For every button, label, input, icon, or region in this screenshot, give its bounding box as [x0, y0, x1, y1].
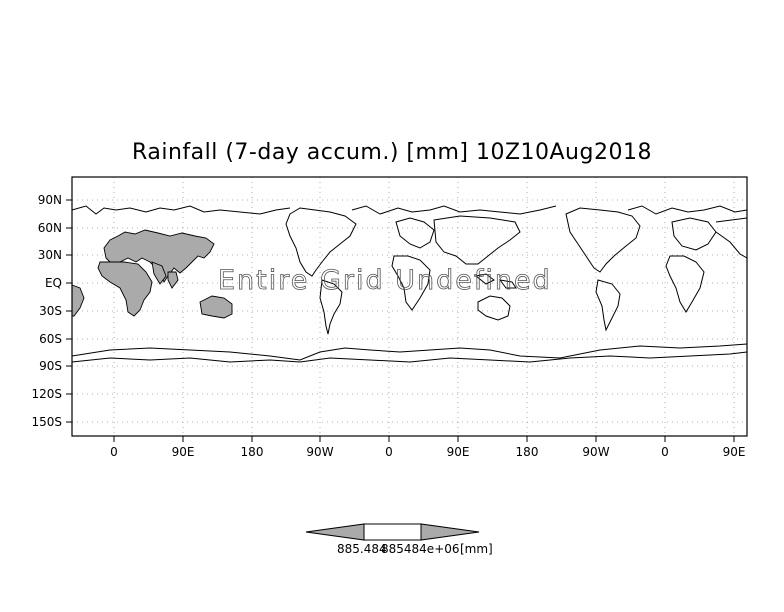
y-tick-label: 120S [31, 387, 62, 401]
tick-marks [66, 199, 735, 442]
x-tick-label: 90E [447, 445, 470, 459]
y-tick-label: 30S [39, 304, 62, 318]
y-tick-label: 60S [39, 332, 62, 346]
colorbar-segment [363, 523, 422, 541]
colorbar-units: [mm] [460, 542, 493, 556]
colorbar [305, 523, 480, 541]
map-title: Rainfall (7-day accum.) [mm] 10Z10Aug201… [132, 140, 652, 165]
x-tick-label: 90W [582, 445, 609, 459]
shaded-land [71, 229, 233, 319]
x-tick-label: 0 [661, 445, 669, 459]
colorbar-left-arrow [305, 523, 365, 541]
y-tick-label: 90S [39, 359, 62, 373]
x-tick-label: 90E [172, 445, 195, 459]
colorbar-label-max: 885484e+06 [381, 542, 460, 556]
y-tick-label: 60N [38, 221, 62, 235]
colorbar-right-arrow [420, 523, 480, 541]
x-tick-label: 180 [516, 445, 539, 459]
y-tick-label: 30N [38, 248, 62, 262]
colorbar-label-min: 885.484 [337, 542, 387, 556]
y-tick-label: 90N [38, 193, 62, 207]
y-tick-label: 150S [31, 415, 62, 429]
undefined-grid-overlay: Entire Grid Undefined [218, 265, 552, 296]
grid-lines [72, 177, 747, 436]
x-tick-label: 90W [306, 445, 333, 459]
y-tick-label: EQ [45, 276, 62, 290]
x-tick-label: 0 [110, 445, 118, 459]
x-axis-labels: 0 90E 180 90W 0 90E 180 90W 0 90E [110, 445, 745, 459]
x-tick-label: 180 [241, 445, 264, 459]
y-axis-labels: 90N 60N 30N EQ 30S 60S 90S 120S 150S [31, 193, 62, 429]
plot-frame [71, 176, 748, 437]
coastlines [71, 205, 748, 363]
x-tick-label: 0 [385, 445, 393, 459]
x-tick-label: 90E [723, 445, 746, 459]
